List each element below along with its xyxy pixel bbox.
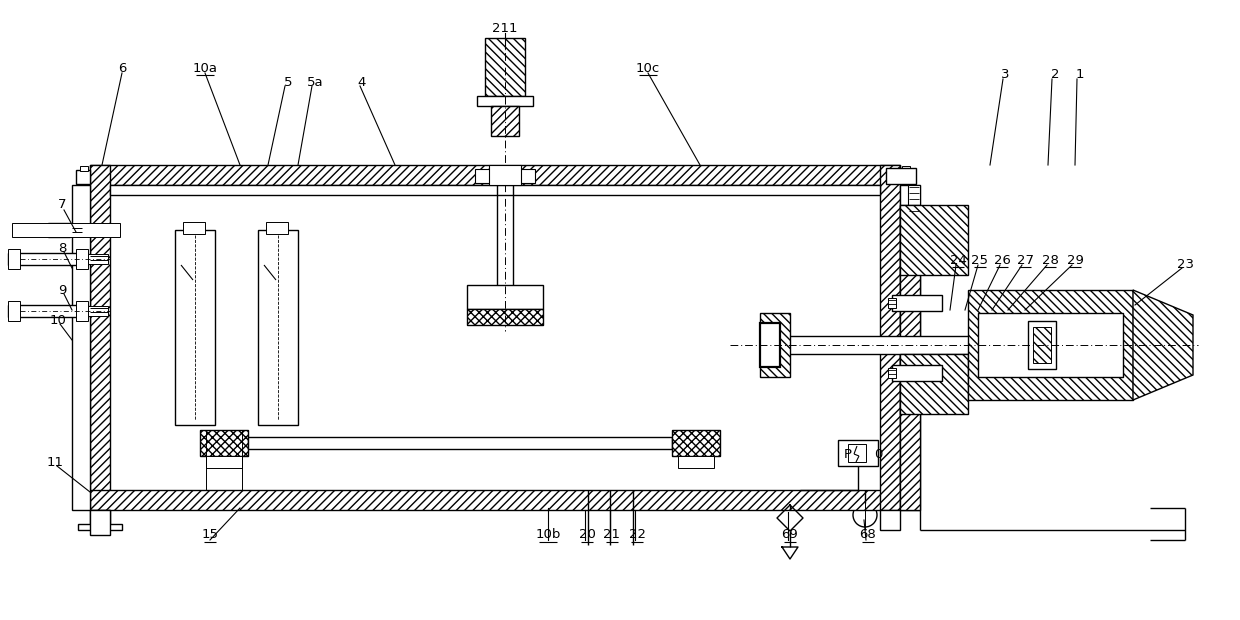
Text: 11: 11 [47,456,63,469]
Bar [489,165,521,185]
Bar [900,170,914,184]
Bar [91,510,110,530]
Bar [81,166,88,171]
Bar [76,249,88,269]
Bar [672,430,720,456]
Text: 24: 24 [950,254,966,267]
Text: 2: 2 [1050,68,1059,81]
Bar [200,430,248,456]
Bar [7,301,20,321]
Text: 10: 10 [50,314,67,327]
Bar [760,336,970,354]
Text: 5: 5 [284,76,293,89]
Bar [91,165,900,185]
Bar [69,225,82,235]
Bar [887,168,916,184]
Text: 10a: 10a [192,61,217,74]
Bar [91,165,110,510]
Text: 1: 1 [1076,68,1084,81]
Bar [672,430,720,456]
Bar [78,524,122,530]
Bar [7,249,20,269]
Bar [88,306,108,316]
Bar [475,169,491,183]
Bar [901,166,910,171]
Bar [892,365,942,381]
Bar [760,313,790,377]
Bar [908,185,920,215]
Bar [900,185,920,510]
Text: 15: 15 [201,528,218,541]
Text: 211: 211 [492,22,518,35]
Bar [72,185,91,510]
Text: 7: 7 [58,198,66,211]
Text: 23: 23 [1177,259,1193,272]
Bar [838,440,878,466]
Text: 25: 25 [971,254,988,267]
Bar [267,222,288,234]
Bar [760,323,780,367]
Bar [7,305,88,317]
Bar [248,437,672,449]
Bar [184,222,205,234]
Text: 29: 29 [1066,254,1084,267]
Bar [48,223,69,237]
Bar [467,309,543,325]
Bar [76,170,91,184]
Bar [520,169,534,183]
Bar [1028,321,1056,369]
Bar [30,225,48,235]
Bar [485,38,525,96]
Bar [900,205,968,275]
Bar [848,444,866,462]
Text: 69: 69 [781,528,799,541]
Polygon shape [1133,290,1193,400]
Bar [175,230,215,425]
Bar [91,510,110,535]
Bar [7,253,88,265]
Text: 20: 20 [579,528,595,541]
Text: 26: 26 [993,254,1011,267]
Text: 6: 6 [118,61,126,74]
Bar [888,368,897,378]
Bar [88,254,108,264]
Bar [1033,327,1052,363]
Bar [678,456,714,468]
Bar [258,230,298,425]
Bar [900,205,920,510]
Text: 27: 27 [1017,254,1033,267]
Text: 10b: 10b [536,528,560,541]
Text: 28: 28 [1042,254,1059,267]
Bar [880,165,900,510]
Bar [206,456,242,468]
Bar [200,430,248,456]
Text: 0: 0 [874,448,882,461]
Text: 68: 68 [859,528,877,541]
Bar [110,185,880,195]
Bar [467,309,543,325]
Text: 21: 21 [604,528,620,541]
Bar [892,295,942,311]
Text: P: P [844,448,852,461]
Text: 9: 9 [58,283,66,296]
Bar [978,313,1123,377]
Bar [467,285,543,309]
Bar [477,96,533,106]
Bar [76,301,88,321]
Bar [880,510,900,530]
Text: 8: 8 [58,242,66,254]
Text: 22: 22 [629,528,646,541]
Bar [968,290,1133,400]
Bar [491,106,520,136]
Bar [888,298,897,308]
Text: 3: 3 [1001,68,1009,81]
Bar [91,490,900,510]
Bar [12,223,120,237]
Text: 4: 4 [358,76,366,89]
Text: 5a: 5a [306,76,324,89]
Text: 10c: 10c [636,61,660,74]
Bar [900,354,968,414]
